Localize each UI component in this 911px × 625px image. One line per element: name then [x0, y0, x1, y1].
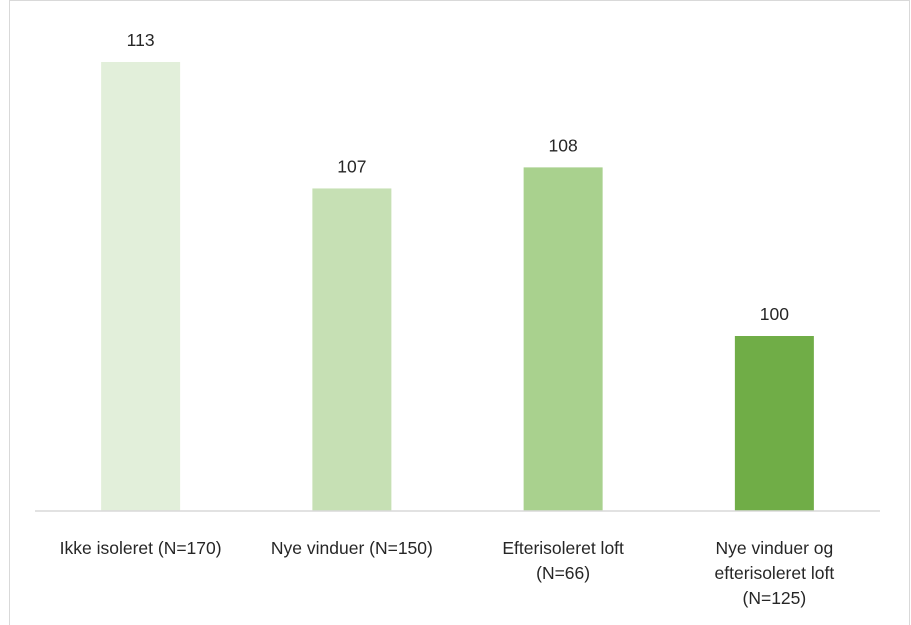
bar-nye-vinduer-og-efterisoleret-loft: [734, 336, 814, 511]
value-label-nye-vinduer: 107: [337, 156, 366, 176]
bars: 113 107 108 100: [101, 30, 814, 511]
bar-efterisoleret-loft: [523, 167, 603, 511]
bar-nye-vinduer: [312, 188, 392, 511]
value-label-efterisoleret-loft: 108: [549, 135, 578, 155]
bar-ikke-isoleret: [101, 62, 181, 511]
chart-frame: [9, 0, 910, 625]
category-label-efterisoleret-loft: Efterisoleret loft (N=66): [502, 538, 624, 583]
category-label-nye-vinduer: Nye vinduer (N=150): [270, 538, 433, 558]
category-label-ikke-isoleret: Ikke isoleret (N=170): [59, 538, 222, 558]
value-label-ikke-isoleret: 113: [127, 30, 155, 50]
category-label-nye-vinduer-og-efterisoleret-loft: Nye vinduer og efterisoleret loft (N=125…: [714, 538, 835, 608]
value-label-nye-vinduer-og-efterisoleret-loft: 100: [760, 304, 789, 324]
